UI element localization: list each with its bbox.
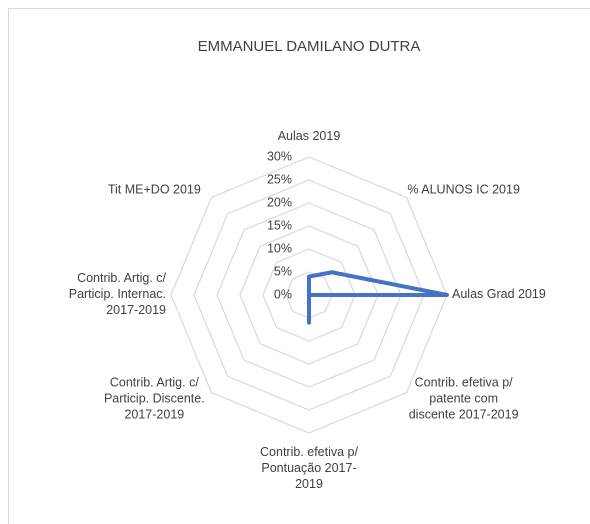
r-tick-label: 20% — [267, 195, 292, 209]
grid-ring — [193, 179, 425, 411]
grid-ring — [239, 225, 379, 365]
r-tick-label: 5% — [274, 264, 292, 278]
r-tick-label: 15% — [267, 218, 292, 232]
r-tick-label: 0% — [274, 287, 292, 301]
r-tick-label: 30% — [267, 149, 292, 163]
r-tick-label: 10% — [267, 241, 292, 255]
chart-frame — [8, 8, 590, 524]
axis-label: % ALUNOS IC 2019 — [407, 183, 520, 197]
grid-ring — [170, 156, 448, 434]
grid-ring — [216, 202, 402, 388]
radar-line — [307, 270, 449, 325]
axis-label: Tit ME+DO 2019 — [108, 183, 201, 197]
axis-label: Aulas Grad 2019 — [452, 287, 546, 301]
axis-label: Contrib. Artig. c/Particip. Internac. 201… — [69, 271, 167, 317]
axis-label: Contrib. Artig. c/Particip. Discente. 201… — [104, 376, 205, 422]
r-tick-label: 25% — [267, 172, 292, 186]
axis-label: Aulas 2019 — [278, 129, 341, 143]
chart-title: EMMANUEL DAMILANO DUTRA — [198, 38, 421, 55]
axis-label: Contrib. efetiva p/Pontuação 2017-2019 — [260, 445, 358, 491]
axis-label: Contrib. efetiva p/patente com discente 2… — [409, 376, 519, 422]
